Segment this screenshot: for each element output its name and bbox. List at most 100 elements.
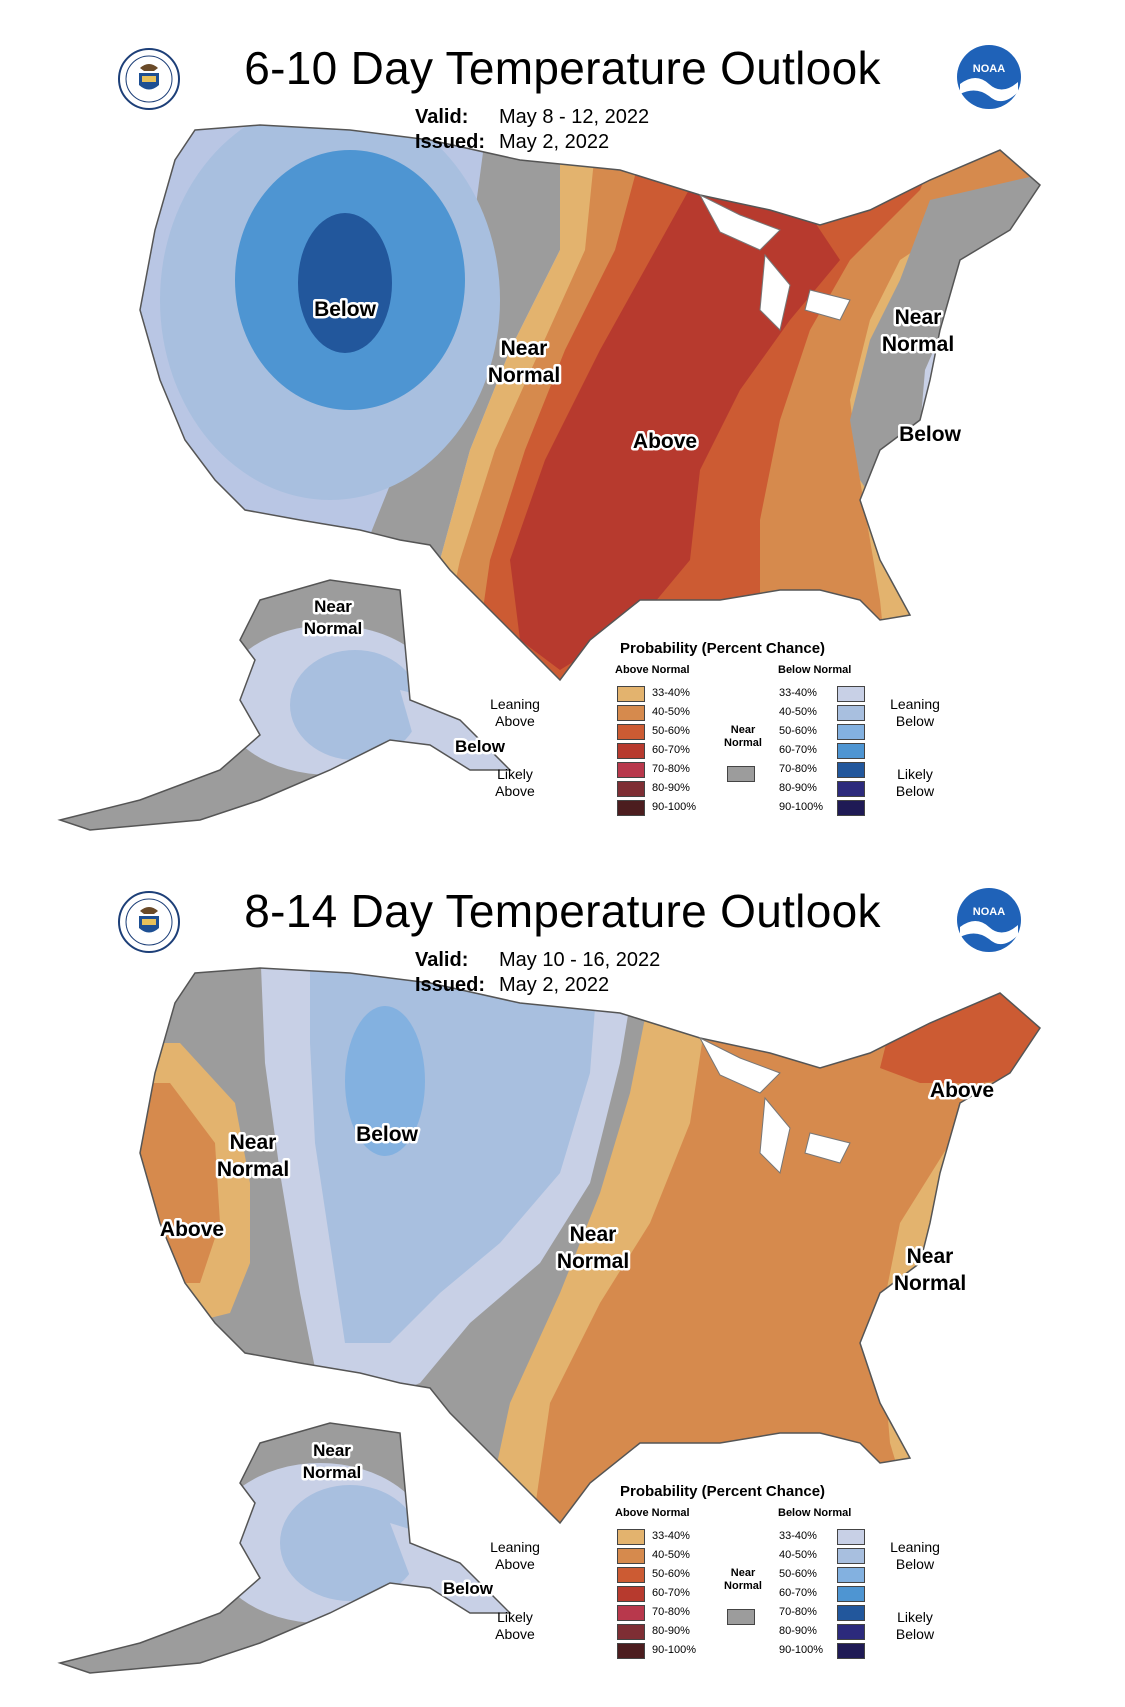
legend-range-above: 50-60% bbox=[652, 725, 690, 737]
legend-likely-below: Likely Below bbox=[895, 766, 935, 799]
legend-title: Probability (Percent Chance) bbox=[620, 1483, 826, 1500]
legend-range-above: 90-100% bbox=[652, 1644, 697, 1656]
page-title: 6-10 Day Temperature Outlook bbox=[244, 42, 881, 94]
legend-range-below: 60-70% bbox=[779, 1587, 817, 1599]
legend-swatch-above bbox=[617, 1529, 645, 1545]
legend-swatch-above bbox=[617, 705, 645, 721]
legend-swatch-below bbox=[837, 1586, 865, 1602]
legend-swatch-below bbox=[837, 1605, 865, 1621]
legend-swatch-below bbox=[837, 1624, 865, 1640]
legend-range-above: 60-70% bbox=[652, 1587, 690, 1599]
legend-likely-below: Likely Below bbox=[895, 1609, 935, 1642]
legend-near-normal-swatch bbox=[727, 1609, 755, 1625]
map-label-above-west: Above bbox=[160, 1218, 224, 1241]
legend-swatch-above bbox=[617, 1586, 645, 1602]
legend-range-below: 33-40% bbox=[779, 687, 817, 699]
valid-dates: Valid: May 8 - 12, 2022 bbox=[415, 106, 650, 128]
legend-below-header: Below Normal bbox=[778, 664, 852, 676]
legend-near-normal-label: Near Normal bbox=[724, 724, 762, 749]
alaska-shading bbox=[60, 580, 510, 830]
conus-outline bbox=[139, 124, 1041, 682]
legend-range-above: 80-90% bbox=[652, 1625, 690, 1637]
legend-below-header: Below Normal bbox=[778, 1507, 852, 1519]
legend-likely-above: Likely Above bbox=[495, 1609, 535, 1642]
legend-range-above: 33-40% bbox=[652, 1530, 690, 1542]
legend-swatch-below bbox=[837, 762, 865, 778]
legend-swatch-below bbox=[837, 1567, 865, 1583]
alaska-outline bbox=[57, 1422, 512, 1674]
legend-swatch-above bbox=[617, 1624, 645, 1640]
legend-swatch-below bbox=[837, 724, 865, 740]
legend-swatch-above bbox=[617, 1548, 645, 1564]
probability-legend: Probability (Percent Chance) Above Norma… bbox=[490, 640, 940, 840]
legend-leaning-above: Leaning Above bbox=[490, 696, 540, 729]
alaska-label-near-normal: Near Normal bbox=[303, 1441, 362, 1482]
legend-range-below: 80-90% bbox=[779, 782, 817, 794]
legend-range-below: 70-80% bbox=[779, 1606, 817, 1618]
alaska-label-below: Below bbox=[455, 737, 506, 756]
legend-range-below: 40-50% bbox=[779, 1549, 817, 1561]
probability-legend: Probability (Percent Chance) Above Norma… bbox=[490, 1483, 940, 1683]
legend-above-header: Above Normal bbox=[615, 1507, 690, 1519]
map-label-above-east: Above bbox=[930, 1079, 994, 1102]
legend-title: Probability (Percent Chance) bbox=[620, 640, 826, 657]
legend-swatch-below bbox=[837, 1643, 865, 1659]
map-label-near-normal-east: Near Normal bbox=[894, 1245, 966, 1295]
legend-above-header: Above Normal bbox=[615, 664, 690, 676]
legend-range-above: 50-60% bbox=[652, 1568, 690, 1580]
legend-range-below: 50-60% bbox=[779, 725, 817, 737]
legend-range-below: 80-90% bbox=[779, 1625, 817, 1637]
legend-range-above: 90-100% bbox=[652, 801, 697, 813]
legend-leaning-below: Leaning Below bbox=[890, 696, 940, 729]
legend-swatch-above bbox=[617, 686, 645, 702]
map-label-below-east: Below bbox=[899, 423, 962, 446]
issued-date: Issued: May 2, 2022 bbox=[415, 131, 610, 153]
legend-swatch-above bbox=[617, 781, 645, 797]
conus-shading bbox=[140, 125, 1040, 680]
outlook-panel-6-10: Below Near Normal Above Near Normal Below … bbox=[0, 0, 1125, 850]
legend-swatch-above bbox=[617, 800, 645, 816]
svg-text:NOAA: NOAA bbox=[973, 63, 1005, 75]
issued-date: Issued: May 2, 2022 bbox=[415, 974, 610, 996]
map-label-below-west: Below bbox=[314, 298, 377, 321]
legend-near-normal-label: Near Normal bbox=[724, 1567, 762, 1592]
page-title: 8-14 Day Temperature Outlook bbox=[244, 885, 881, 937]
legend-range-below: 70-80% bbox=[779, 763, 817, 775]
legend-likely-above: Likely Above bbox=[495, 766, 535, 799]
legend-range-below: 90-100% bbox=[779, 801, 824, 813]
great-lakes bbox=[698, 193, 851, 331]
outlook-panel-8-14: Below Near Normal Above Near Normal Above … bbox=[0, 843, 1125, 1693]
alaska-shading bbox=[60, 1423, 510, 1673]
map-6-10: Below Near Normal Above Near Normal Below … bbox=[57, 124, 1041, 831]
legend-swatch-above bbox=[617, 1605, 645, 1621]
valid-dates: Valid: May 10 - 16, 2022 bbox=[415, 949, 661, 971]
legend-near-normal-swatch bbox=[727, 766, 755, 782]
map-label-near-normal-east: Near Normal bbox=[882, 306, 954, 356]
legend-range-above: 70-80% bbox=[652, 763, 690, 775]
map-label-near-normal-central: Near Normal bbox=[488, 337, 560, 387]
dept-of-commerce-seal-icon bbox=[118, 891, 180, 953]
map-label-below: Below bbox=[356, 1123, 419, 1146]
legend-range-below: 33-40% bbox=[779, 1530, 817, 1542]
legend-swatch-below bbox=[837, 686, 865, 702]
legend-leaning-below: Leaning Below bbox=[890, 1539, 940, 1572]
legend-leaning-above: Leaning Above bbox=[490, 1539, 540, 1572]
legend-range-above: 40-50% bbox=[652, 706, 690, 718]
great-lakes bbox=[698, 1036, 851, 1174]
legend-range-above: 60-70% bbox=[652, 744, 690, 756]
legend-range-below: 50-60% bbox=[779, 1568, 817, 1580]
conus-outline bbox=[139, 967, 1041, 1525]
legend-range-above: 33-40% bbox=[652, 687, 690, 699]
legend-swatch-above bbox=[617, 1567, 645, 1583]
legend-range-above: 40-50% bbox=[652, 1549, 690, 1561]
map-8-14: Below Near Normal Above Near Normal Above … bbox=[57, 967, 1041, 1674]
legend-swatch-below bbox=[837, 705, 865, 721]
alaska-outline bbox=[57, 579, 512, 831]
map-label-near-normal-west: Near Normal bbox=[217, 1131, 289, 1181]
legend-swatch-below bbox=[837, 1548, 865, 1564]
legend-swatch-above bbox=[617, 762, 645, 778]
noaa-logo-icon: NOAA bbox=[957, 45, 1021, 109]
conus-shading bbox=[140, 968, 1040, 1523]
legend-range-below: 90-100% bbox=[779, 1644, 824, 1656]
legend-swatch-above bbox=[617, 724, 645, 740]
